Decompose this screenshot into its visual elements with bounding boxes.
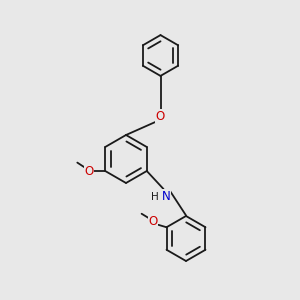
- Text: N: N: [162, 190, 171, 203]
- Text: O: O: [156, 110, 165, 123]
- Text: O: O: [84, 164, 93, 178]
- Text: O: O: [148, 215, 158, 228]
- Text: H: H: [151, 191, 159, 202]
